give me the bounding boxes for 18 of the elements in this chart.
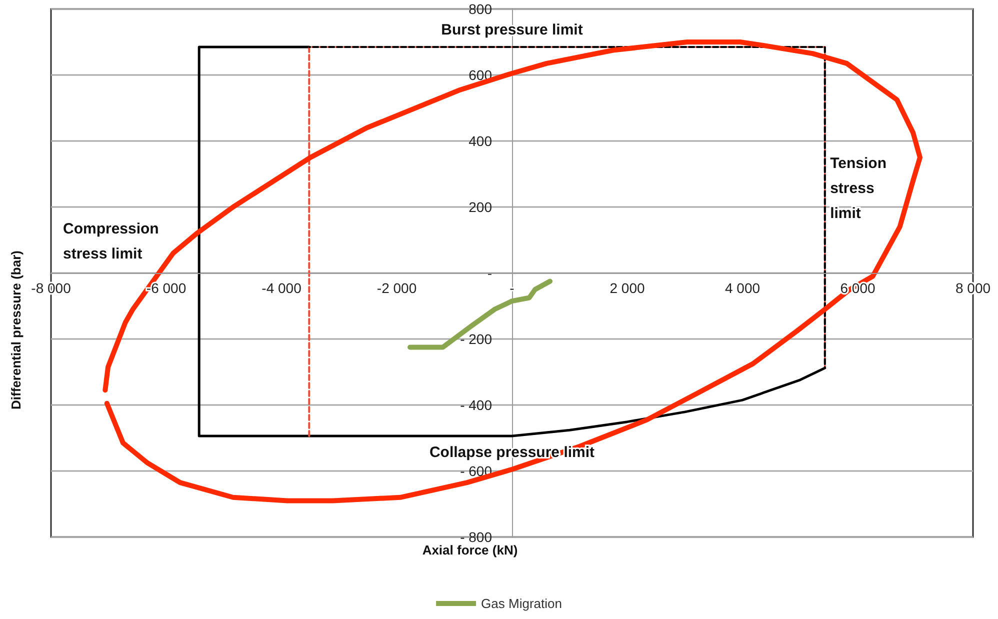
x-tick-label: 4 000: [724, 280, 760, 296]
x-tick-label: -4 000: [262, 280, 302, 296]
y-tick-label: - 800: [460, 529, 492, 545]
y-tick-label: 400: [468, 133, 492, 149]
y-tick-label: - 400: [460, 397, 492, 413]
y-tick-label: - 200: [460, 331, 492, 347]
x-tick-label: 2 000: [610, 280, 645, 296]
x-tick-label: -2 000: [376, 280, 417, 296]
annotation: Collapse pressure limit: [429, 444, 595, 462]
y-tick-label: 800: [468, 1, 492, 17]
x-axis-title: Axial force (kN): [422, 542, 518, 558]
y-axis-title: Differential pressure (bar): [8, 250, 24, 410]
annotation: Compression stress limit: [62, 220, 159, 262]
annotation: Burst pressure limit: [441, 22, 583, 39]
annotation: Tension stress limit: [830, 155, 886, 222]
y-tick-label: 200: [468, 199, 492, 215]
x-tick-label: -: [510, 280, 515, 296]
legend-label: Gas Migration: [481, 596, 562, 611]
